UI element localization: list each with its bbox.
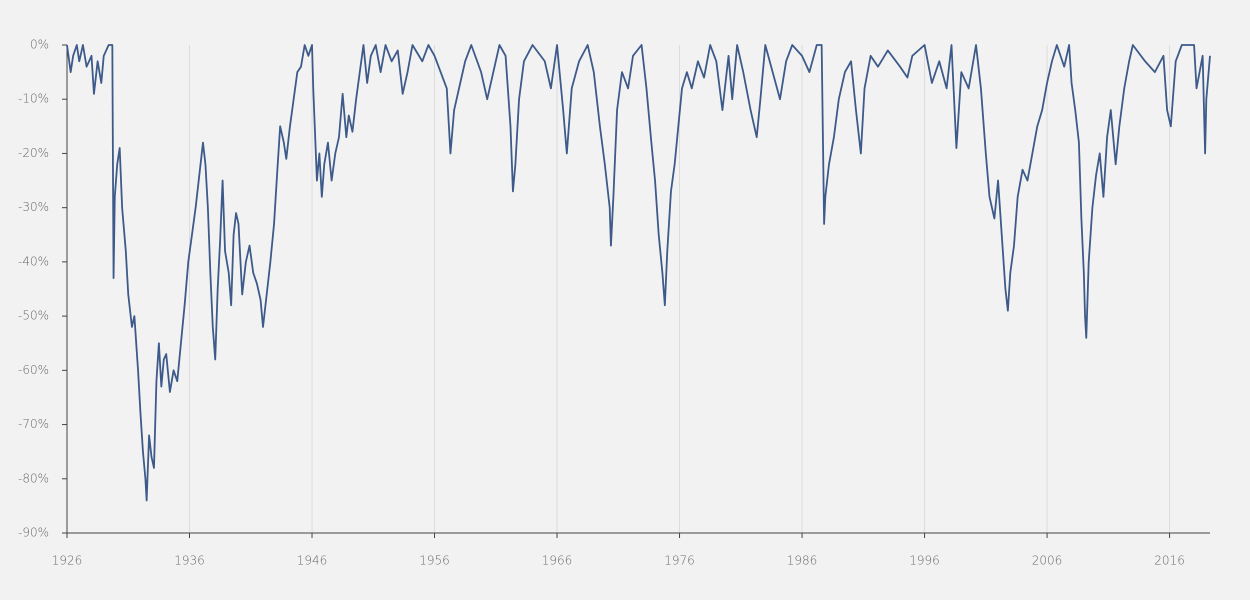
y-tick-label: -30% [18,200,49,214]
y-tick-label: -60% [18,363,49,377]
x-tick-label: 1926 [52,554,83,568]
y-tick-label: -70% [18,417,49,431]
drawdown-line [66,44,1211,502]
x-tick-label: 2006 [1032,554,1063,568]
x-tick-label: 2016 [1154,554,1185,568]
x-tick-label: 1996 [909,554,940,568]
y-tick-label: -20% [18,146,49,160]
x-tick-label: 1936 [174,554,205,568]
y-tick-label: -10% [18,92,49,106]
x-tick-label: 1976 [664,554,695,568]
y-tick-label: 0% [30,38,49,52]
y-tick-label: -90% [18,526,49,540]
x-tick-label: 1956 [419,554,450,568]
x-tick-label: 1946 [297,554,328,568]
y-tick-label: -80% [18,471,49,485]
y-tick-label: -50% [18,309,49,323]
x-tick-label: 1986 [787,554,818,568]
x-tick-label: 1966 [542,554,573,568]
y-tick-label: -40% [18,254,49,268]
